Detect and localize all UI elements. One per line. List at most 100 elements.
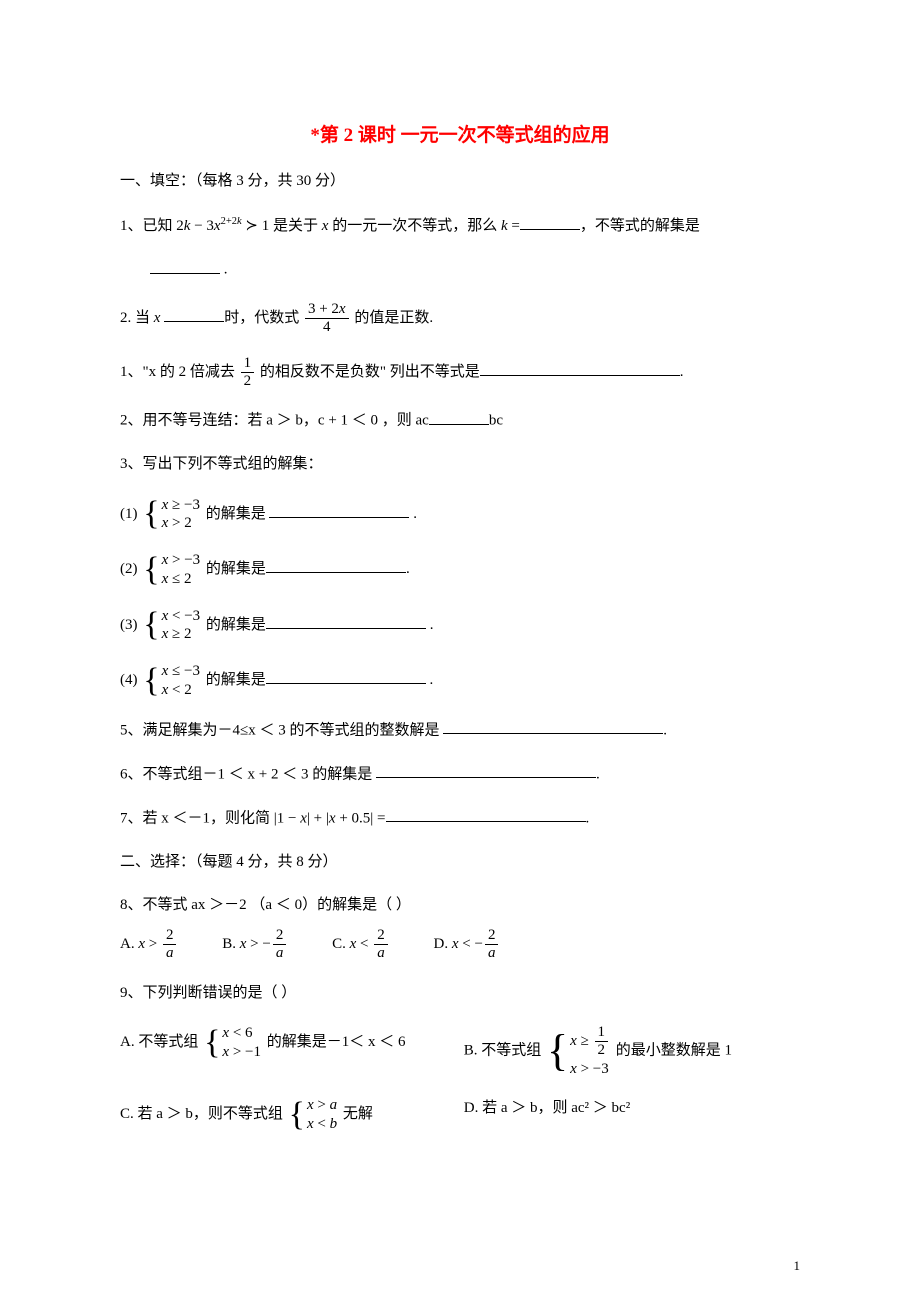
blank xyxy=(266,612,426,629)
q9-row-cd: C. 若 a ＞ b，则不等式组 { x > a x < b 无解 D. 若 a… xyxy=(120,1096,800,1134)
p: + xyxy=(310,810,326,826)
page-number: 1 xyxy=(794,1258,801,1274)
t: 的解集是 xyxy=(206,506,270,522)
eq2: x ≥ 2 xyxy=(162,625,201,644)
x: x xyxy=(339,301,346,317)
t: . xyxy=(663,722,667,738)
system-4: (4) { x ≤ −3 x < 2 的解集是 . xyxy=(120,662,800,700)
eq: = xyxy=(373,810,385,826)
brace-icon: { xyxy=(204,1026,220,1060)
system-3: (3) { x < −3 x ≥ 2 的解集是 . xyxy=(120,607,800,645)
question-6: 6、不等式组－1 ＜ x + 2 ＜ 3 的解集是 . xyxy=(120,762,800,788)
brace-icon: { xyxy=(547,1029,568,1073)
eq1: x > a xyxy=(307,1096,337,1115)
eq: = xyxy=(508,218,520,234)
fraction: 2 a xyxy=(485,927,499,963)
eq2: x > −1 xyxy=(222,1043,261,1062)
p: C. xyxy=(332,936,350,952)
d: 2 xyxy=(595,1042,609,1059)
question-1b: 1、"x 的 2 倍减去 1 2 的相反数不是负数" 列出不等式是. xyxy=(120,355,800,391)
t: 7、若 x ＜－1，则化简 xyxy=(120,810,274,826)
option-d: D. x < − 2 a xyxy=(434,936,501,952)
eq2: x < 2 xyxy=(162,681,200,700)
x: x xyxy=(138,936,145,952)
question-1: 1、已知 2k − 3x2+2k ≻ 1 是关于 x 的一元一次不等式，那么 k… xyxy=(120,213,800,240)
x: x xyxy=(300,810,307,826)
abs-expr: |1 − x| + |x + 0.5| = xyxy=(274,810,386,826)
t: . xyxy=(586,810,590,826)
blank xyxy=(164,306,224,323)
eq1: x < −3 xyxy=(162,607,201,626)
option-b: B. x > − 2 a xyxy=(222,936,292,952)
a: |1 − xyxy=(274,810,300,826)
brace-system: { x < 6 x > −1 xyxy=(204,1024,261,1062)
n: 1 xyxy=(241,355,255,373)
eq2: x > −3 xyxy=(570,1060,610,1079)
n: 2 xyxy=(163,927,177,945)
eq1: x ≥ −3 xyxy=(162,496,200,515)
t: 的相反数不是负数" 列出不等式是 xyxy=(256,364,480,380)
t: 2、用不等号连结：若 a ＞ b，c + 1 ＜ 0 ，则 ac xyxy=(120,413,429,429)
brace-system: { x ≤ −3 x < 2 xyxy=(143,662,200,700)
question-2b: 2、用不等号连结：若 a ＞ b，c + 1 ＜ 0 ，则 ac bc xyxy=(120,408,800,434)
r: > − xyxy=(246,936,270,952)
lbl: (2) xyxy=(120,561,138,577)
t: D. 若 a ＞ b，则 ac² ＞ bc² xyxy=(464,1100,630,1116)
x: x xyxy=(214,218,221,234)
n: 1 xyxy=(595,1024,609,1042)
r: < xyxy=(356,936,372,952)
fraction: 2 a xyxy=(374,927,388,963)
lbl: (3) xyxy=(120,617,138,633)
brace-icon: { xyxy=(143,664,159,698)
section-2-heading: 二、选择：（每题 4 分，共 8 分） xyxy=(120,850,800,876)
t: . xyxy=(406,561,410,577)
t: 的解集是 xyxy=(206,672,266,688)
m: − 3 xyxy=(190,218,213,234)
system-1: (1) { x ≥ −3 x > 2 的解集是 . xyxy=(120,496,800,534)
eq2: x < b xyxy=(307,1115,337,1134)
b: + 0.5| xyxy=(336,810,374,826)
t: 的一元一次不等式，那么 xyxy=(328,218,501,234)
fraction: 2 a xyxy=(163,927,177,963)
rel: ≻ 1 xyxy=(242,218,270,234)
d: a xyxy=(374,945,388,962)
blank xyxy=(266,668,426,685)
d: a xyxy=(163,945,177,962)
question-3b: 3、写出下列不等式组的解集： xyxy=(120,452,800,478)
n: 2 xyxy=(176,218,184,234)
blank xyxy=(266,557,406,574)
n: 2 xyxy=(374,927,388,945)
option-a: A. x > 2 a xyxy=(120,936,182,952)
t: 的解集是 xyxy=(206,617,266,633)
n: 2 xyxy=(273,927,287,945)
eq1: x ≥ 12 xyxy=(570,1024,610,1060)
option-a: A. 不等式组 { x < 6 x > −1 的解集是－1＜ x ＜ 6 xyxy=(120,1024,460,1062)
brace-system: { x > −3 x ≤ 2 xyxy=(143,551,200,589)
question-2: 2. 当 x 时，代数式 3 + 2x 4 的值是正数. xyxy=(120,301,800,337)
lbl: (4) xyxy=(120,672,138,688)
question-1-line2: . xyxy=(120,257,800,283)
t: 的值是正数. xyxy=(351,310,434,326)
n: 3 + 2 xyxy=(308,301,339,317)
q1-text: 1、已知 xyxy=(120,218,176,234)
fraction: 3 + 2x 4 xyxy=(305,301,349,337)
p: B. xyxy=(222,936,240,952)
eq2: x > 2 xyxy=(162,514,200,533)
q9-row-ab: A. 不等式组 { x < 6 x > −1 的解集是－1＜ x ＜ 6 B. … xyxy=(120,1024,800,1078)
blank xyxy=(429,408,489,425)
n: 2 xyxy=(485,927,499,945)
t: 无解 xyxy=(343,1106,373,1122)
brace-icon: { xyxy=(143,608,159,642)
question-7: 7、若 x ＜－1，则化简 |1 − x| + |x + 0.5| =. xyxy=(120,806,800,832)
x: x xyxy=(452,936,459,952)
option-c: C. x < 2 a xyxy=(332,936,393,952)
d: 4 xyxy=(305,319,349,336)
t: 的最小整数解是 1 xyxy=(616,1043,732,1059)
t: . xyxy=(426,617,434,633)
blank xyxy=(150,257,220,274)
t: . xyxy=(426,672,434,688)
t: bc xyxy=(489,413,503,429)
t: . xyxy=(680,364,684,380)
brace-system: { x ≥ 12 x > −3 xyxy=(547,1024,610,1078)
x: x xyxy=(154,310,161,326)
